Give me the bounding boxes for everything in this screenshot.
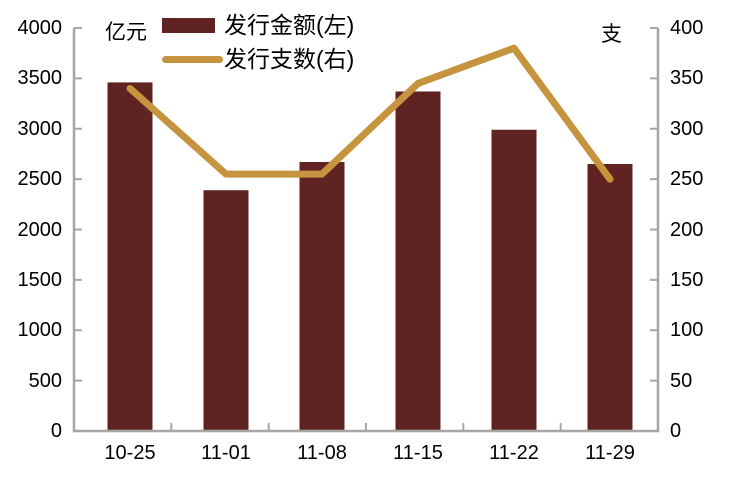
left-axis-tick-label: 500 <box>28 369 62 392</box>
right-axis-tick-label: 400 <box>670 17 704 39</box>
left-axis-tick-label: 1000 <box>17 319 63 342</box>
right-axis-tick-label: 300 <box>670 117 704 140</box>
left-axis-tick-label: 3000 <box>17 117 63 140</box>
left-axis-unit-label: 亿元 <box>105 21 147 44</box>
right-axis-tick-label: 100 <box>670 319 704 342</box>
x-axis-category-label: 11-29 <box>585 442 635 464</box>
legend-item-bar-series: 发行金额(左) <box>162 8 354 42</box>
right-axis-tick-label: 50 <box>670 369 693 392</box>
legend: 发行金额(左) 发行支数(右) <box>162 8 354 76</box>
x-axis-category-label: 10-25 <box>104 442 156 464</box>
x-axis-category-label: 11-22 <box>489 442 539 464</box>
left-axis-tick-label: 1500 <box>17 268 63 291</box>
line-series-swatch <box>162 55 223 63</box>
right-axis-tick-label: 250 <box>670 168 704 191</box>
left-axis-tick-label: 2500 <box>17 168 63 191</box>
bar-11-01 <box>203 190 249 431</box>
x-axis-category-label: 11-08 <box>297 442 347 464</box>
right-axis-tick-label: 0 <box>670 420 682 442</box>
axis-frame <box>72 28 660 433</box>
right-axis-unit-label: 支 <box>601 23 622 46</box>
bar-11-22 <box>491 129 537 431</box>
bar-11-08 <box>299 161 345 431</box>
x-axis-category-label: 11-15 <box>393 442 443 464</box>
bar-11-29 <box>587 164 633 431</box>
line-series <box>126 44 614 183</box>
left-axis-tick-label: 3500 <box>17 67 63 90</box>
bar-10-25 <box>107 82 153 431</box>
legend-label-bar-series: 发行金额(左) <box>224 12 355 38</box>
right-axis-tick-label: 200 <box>670 218 704 241</box>
left-axis-tick-label: 0 <box>50 420 62 442</box>
right-axis-tick-label: 350 <box>670 67 704 90</box>
bar-series-swatch <box>162 17 215 33</box>
left-axis-tick-label: 2000 <box>17 218 63 241</box>
x-axis-category-label: 11-01 <box>201 442 251 464</box>
left-axis-tick-label: 4000 <box>17 17 63 39</box>
bar-11-15 <box>395 91 441 431</box>
legend-item-line-series: 发行支数(右) <box>162 42 354 76</box>
legend-label-line-series: 发行支数(右) <box>224 46 355 72</box>
right-axis-tick-label: 150 <box>670 268 704 291</box>
